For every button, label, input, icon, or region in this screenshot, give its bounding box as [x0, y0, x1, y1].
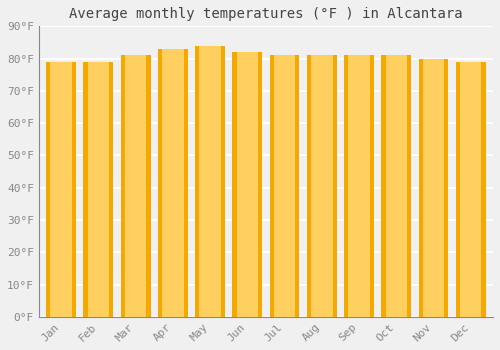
- Bar: [423, 58, 444, 317]
- Bar: [270, 55, 300, 317]
- Bar: [348, 55, 370, 317]
- Bar: [84, 62, 114, 317]
- Bar: [236, 52, 258, 317]
- Bar: [195, 46, 225, 317]
- Bar: [162, 49, 184, 317]
- Bar: [456, 62, 486, 317]
- Bar: [382, 55, 411, 317]
- Bar: [200, 46, 221, 317]
- Bar: [125, 55, 146, 317]
- Bar: [274, 55, 295, 317]
- Bar: [418, 58, 448, 317]
- Bar: [232, 52, 262, 317]
- Bar: [311, 55, 332, 317]
- Bar: [50, 62, 72, 317]
- Bar: [120, 55, 150, 317]
- Bar: [307, 55, 336, 317]
- Bar: [344, 55, 374, 317]
- Bar: [46, 62, 76, 317]
- Bar: [386, 55, 407, 317]
- Bar: [88, 62, 109, 317]
- Bar: [158, 49, 188, 317]
- Bar: [460, 62, 481, 317]
- Title: Average monthly temperatures (°F ) in Alcantara: Average monthly temperatures (°F ) in Al…: [69, 7, 462, 21]
